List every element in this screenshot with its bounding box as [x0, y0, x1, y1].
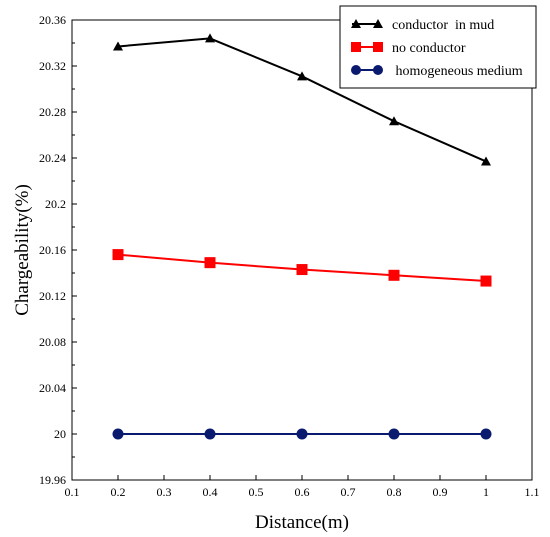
x-tick-label: 0.6 [295, 485, 310, 499]
data-point-square [373, 42, 383, 52]
series-group [112, 33, 492, 440]
legend-item: homogeneous medium [351, 64, 523, 79]
y-tick-label: 20.16 [39, 243, 66, 257]
data-point-square [388, 269, 400, 281]
data-point-triangle [481, 156, 491, 166]
y-axis-ticks: 19.96 20 20.04 20.08 20.12 20.16 20.2 20.24 20.2… [39, 13, 77, 487]
x-axis-ticks: 0.1 0.2 0.3 0.4 0.5 0.6 0.7 0.8 0.9 1 1.1 [65, 475, 540, 499]
data-point-circle [373, 65, 383, 75]
data-point-triangle [351, 19, 361, 28]
data-point-circle [388, 428, 400, 440]
x-tick-label: 0.4 [203, 485, 218, 499]
data-point-square [296, 264, 308, 276]
x-tick-label: 0.9 [433, 485, 448, 499]
x-tick-label: 0.3 [157, 485, 172, 499]
data-point-triangle [389, 116, 399, 126]
x-tick-label: 1 [483, 485, 489, 499]
y-tick-label: 20.24 [39, 151, 66, 165]
data-point-circle [296, 428, 308, 440]
x-axis-label: Distance(m) [255, 512, 349, 533]
x-tick-label: 0.1 [65, 485, 80, 499]
y-tick-label: 20.28 [39, 105, 66, 119]
x-tick-label: 0.8 [387, 485, 402, 499]
data-point-circle [351, 65, 361, 75]
y-tick-label: 19.96 [39, 473, 66, 487]
x-tick-label: 0.2 [111, 485, 126, 499]
y-tick-label: 20.32 [39, 59, 66, 73]
y-tick-label: 20.04 [39, 381, 66, 395]
data-point-triangle [113, 41, 123, 51]
y-tick-label: 20 [54, 427, 66, 441]
data-point-triangle [373, 19, 383, 28]
data-point-square [480, 275, 492, 287]
data-point-triangle [205, 33, 215, 43]
series [112, 249, 492, 287]
y-axis-label: Chargeability(%) [12, 184, 33, 316]
data-point-square [351, 42, 361, 52]
series [113, 33, 491, 166]
data-point-circle [204, 428, 216, 440]
legend-item: conductor in mud [351, 18, 494, 33]
legend: conductor in mud no conductor homogeneous… [339, 5, 537, 89]
y-tick-label: 20.08 [39, 335, 66, 349]
plot-area [71, 19, 533, 481]
legend-item: no conductor [351, 41, 466, 56]
legend-label: homogeneous medium [392, 64, 523, 79]
series [112, 428, 492, 440]
y-tick-label: 20.2 [45, 197, 66, 211]
data-point-circle [112, 428, 124, 440]
legend-label: conductor in mud [392, 18, 494, 33]
data-point-triangle [297, 71, 307, 81]
x-tick-label: 1.1 [525, 485, 540, 499]
legend-label: no conductor [392, 41, 466, 56]
data-point-square [112, 249, 124, 261]
y-tick-label: 20.12 [39, 289, 66, 303]
y-tick-label: 20.36 [39, 13, 66, 27]
data-point-square [204, 257, 216, 269]
data-point-circle [480, 428, 492, 440]
x-tick-label: 0.7 [341, 485, 356, 499]
x-tick-label: 0.5 [249, 485, 264, 499]
